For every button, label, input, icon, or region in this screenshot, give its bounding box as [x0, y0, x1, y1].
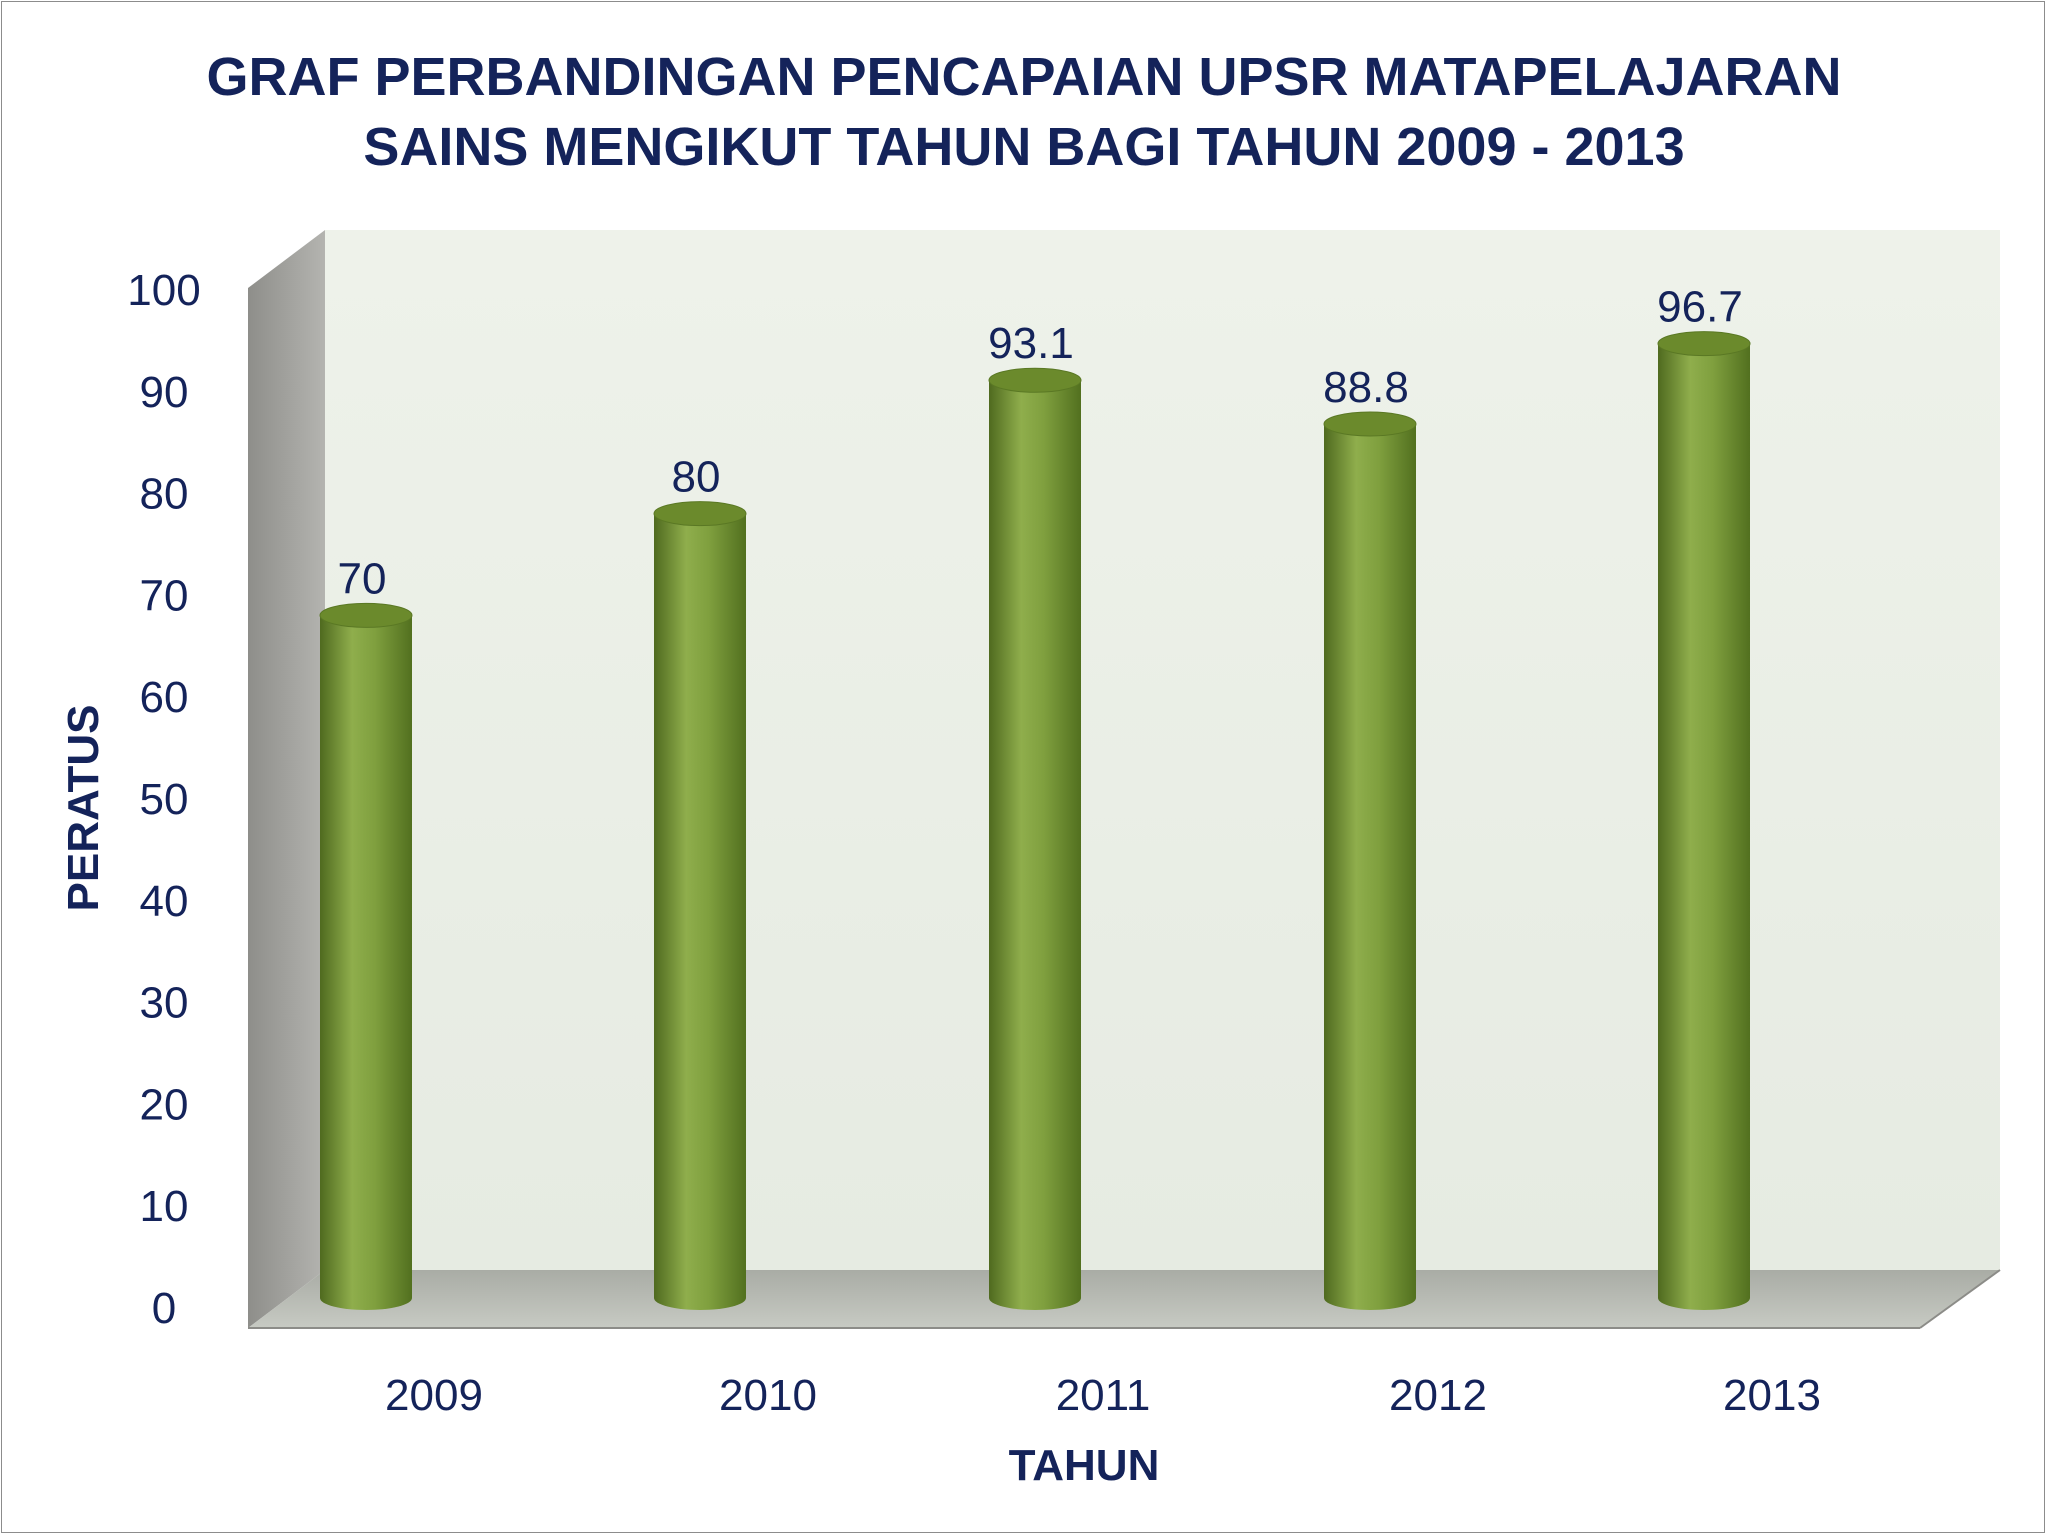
- bar-body: [320, 615, 412, 1310]
- chart-title-line-2: SAINS MENGIKUT TAHUN BAGI TAHUN 2009 - 2…: [363, 117, 1685, 177]
- bar: [653, 501, 747, 1310]
- x-tick-label: 2013: [1723, 1371, 1821, 1420]
- floor-right-edge: [1919, 1269, 2001, 1329]
- bar-top-cap: [1657, 331, 1751, 357]
- x-tick-label: 2010: [719, 1371, 817, 1420]
- x-tick-label: 2012: [1389, 1371, 1487, 1420]
- data-label: 88.8: [1323, 363, 1409, 412]
- bars: [319, 331, 1751, 1310]
- bar: [319, 602, 413, 1310]
- y-tick-label: 40: [140, 877, 189, 926]
- y-tick-label: 10: [140, 1182, 189, 1231]
- y-axis-ticks: 0 10 20 30 40 50 60 70 80 90 100: [127, 266, 200, 1333]
- bar-body: [1324, 424, 1416, 1310]
- value-labels: 70 80 93.1 88.8 96.7: [338, 283, 1743, 604]
- x-axis-ticks: 2009 2010 2011 2012 2013: [385, 1371, 1821, 1420]
- x-tick-label: 2009: [385, 1371, 483, 1420]
- chart-title: GRAF PERBANDINGAN PENCAPAIAN UPSR MATAPE…: [0, 42, 2048, 182]
- data-label: 93.1: [988, 319, 1074, 368]
- bar-top-cap: [1323, 411, 1417, 437]
- y-axis-title: PERATUS: [59, 705, 108, 912]
- y-tick-label: 50: [140, 775, 189, 824]
- bar-top-cap: [653, 501, 747, 527]
- y-tick-label: 90: [140, 368, 189, 417]
- y-tick-label: 30: [140, 979, 189, 1028]
- bar: [1657, 331, 1751, 1310]
- x-axis-title: TAHUN: [1009, 1441, 1160, 1490]
- bar-top-cap: [319, 602, 413, 628]
- y-tick-label: 20: [140, 1080, 189, 1129]
- side-wall: [248, 230, 325, 1328]
- data-label: 96.7: [1657, 283, 1743, 332]
- data-label: 70: [338, 554, 387, 603]
- bar-body: [654, 513, 746, 1310]
- y-tick-label: 0: [152, 1284, 176, 1333]
- y-tick-label: 100: [127, 266, 200, 315]
- bar: [1323, 411, 1417, 1310]
- bar-body: [989, 380, 1081, 1310]
- x-tick-label: 2011: [1056, 1371, 1151, 1420]
- data-label: 80: [672, 453, 721, 502]
- y-tick-label: 60: [140, 673, 189, 722]
- y-tick-label: 70: [140, 571, 189, 620]
- y-tick-label: 80: [140, 470, 189, 519]
- bar: [988, 367, 1082, 1310]
- chart-title-line-1: GRAF PERBANDINGAN PENCAPAIAN UPSR MATAPE…: [206, 47, 1842, 107]
- bar-body: [1658, 343, 1750, 1310]
- bar-top-cap: [988, 367, 1082, 393]
